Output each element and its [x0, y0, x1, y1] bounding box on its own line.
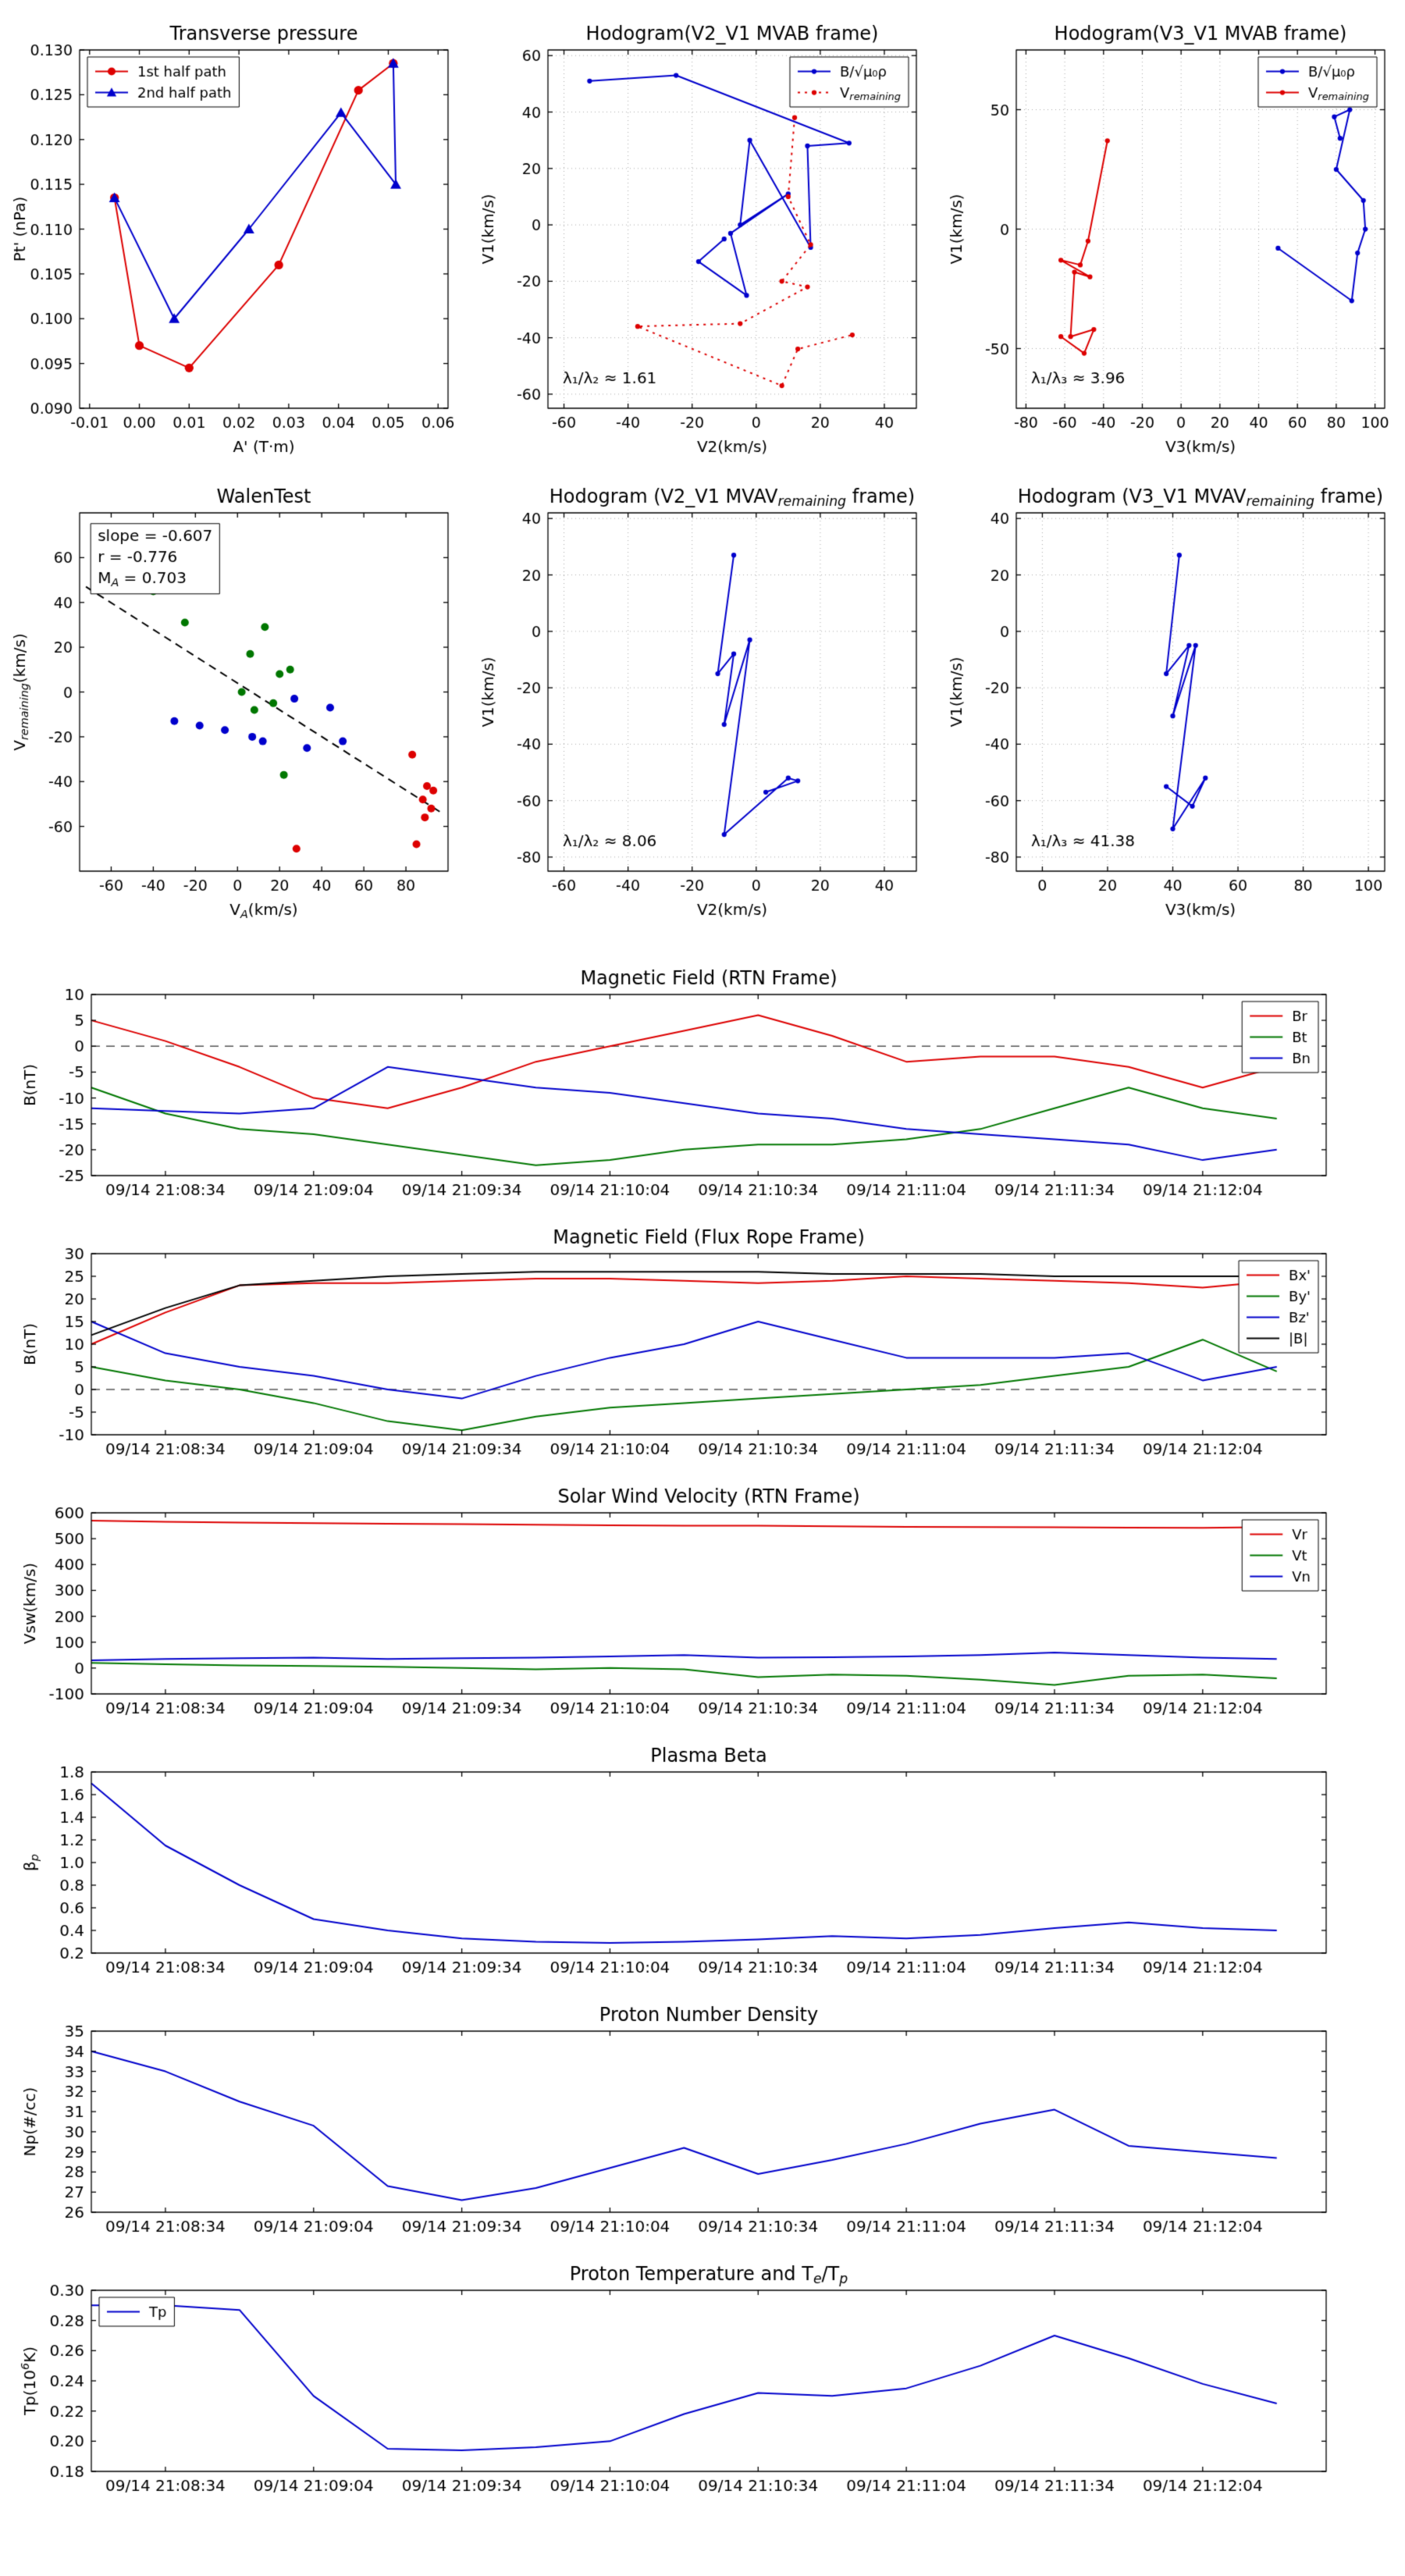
time-series-panels — [0, 959, 1405, 2514]
top-grid — [0, 0, 1405, 923]
chart-hodogram-v2v1-mvav — [476, 474, 929, 923]
chart-proton-density — [4, 1995, 1401, 2254]
chart-transverse-pressure — [8, 11, 461, 460]
chart-magnetic-field-flux-rope — [4, 1218, 1401, 1477]
chart-magnetic-field-rtn — [4, 959, 1401, 1218]
chart-walen-test — [8, 474, 461, 923]
chart-proton-temperature — [4, 2254, 1401, 2514]
chart-hodogram-v3v1-mvav — [944, 474, 1397, 923]
chart-solar-wind-velocity — [4, 1477, 1401, 1736]
chart-hodogram-v2v1-mvab — [476, 11, 929, 460]
chart-hodogram-v3v1-mvab — [944, 11, 1397, 460]
chart-plasma-beta — [4, 1736, 1401, 1995]
